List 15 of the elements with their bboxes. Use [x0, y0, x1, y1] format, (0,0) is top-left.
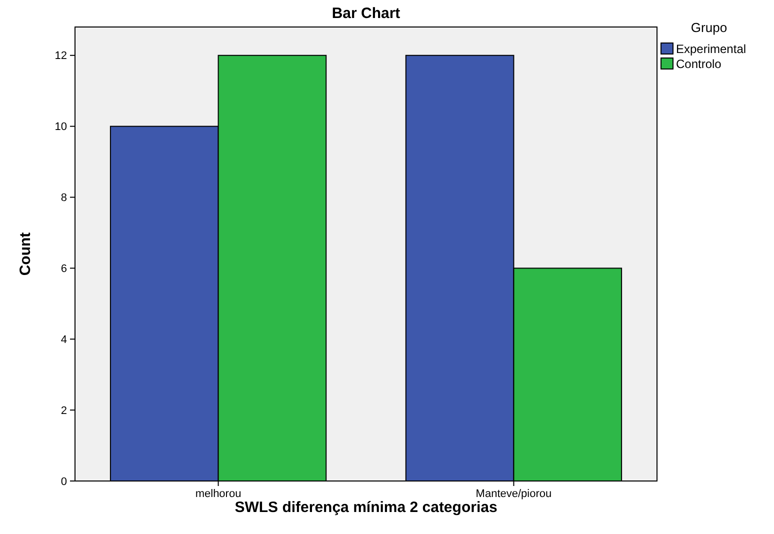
legend-label: Experimental	[676, 42, 746, 56]
y-tick-label: 12	[54, 50, 67, 62]
x-axis-title: SWLS diferença mínima 2 categorias	[234, 499, 498, 516]
y-axis-title: Count	[17, 232, 34, 276]
y-tick-label: 6	[60, 263, 67, 276]
chart-title: Bar Chart	[332, 5, 400, 22]
y-tick-label: 8	[60, 192, 67, 204]
legend-title: Grupo	[690, 20, 728, 35]
x-tick-label: Manteve/piorou	[476, 488, 552, 500]
y-tick-label: 2	[60, 404, 67, 417]
y-tick-label: 0	[60, 476, 67, 488]
y-tick-label: 10	[54, 121, 67, 134]
x-tick-label: melhorou	[195, 488, 242, 500]
legend-label: Controlo	[676, 57, 722, 71]
y-tick-label: 4	[60, 334, 67, 346]
